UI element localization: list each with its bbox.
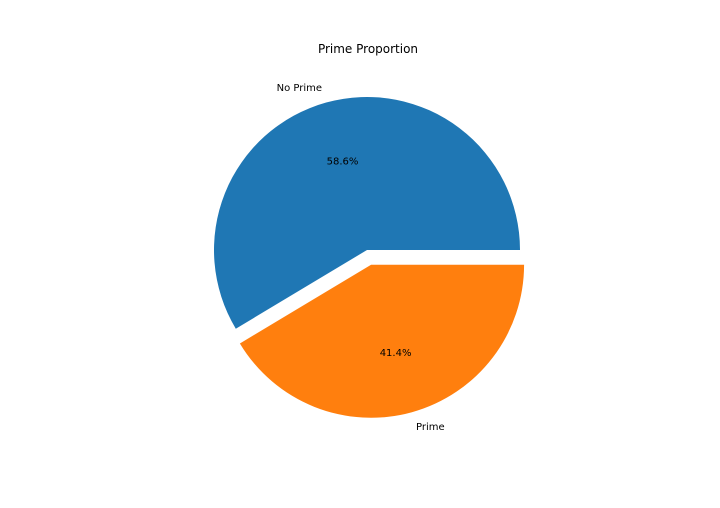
slice-label: Prime — [416, 422, 445, 433]
slice-percent-label: 58.6% — [327, 157, 359, 168]
pie-slices — [214, 97, 525, 418]
pie-slice-prime — [239, 264, 525, 418]
pie-slice-no-prime — [214, 97, 520, 329]
slice-percent-label: 41.4% — [380, 348, 412, 359]
slice-label: No Prime — [277, 83, 322, 94]
chart-title: Prime Proportion — [318, 42, 418, 56]
pie-labels: No Prime 58.6% Prime 41.4% — [277, 83, 445, 433]
